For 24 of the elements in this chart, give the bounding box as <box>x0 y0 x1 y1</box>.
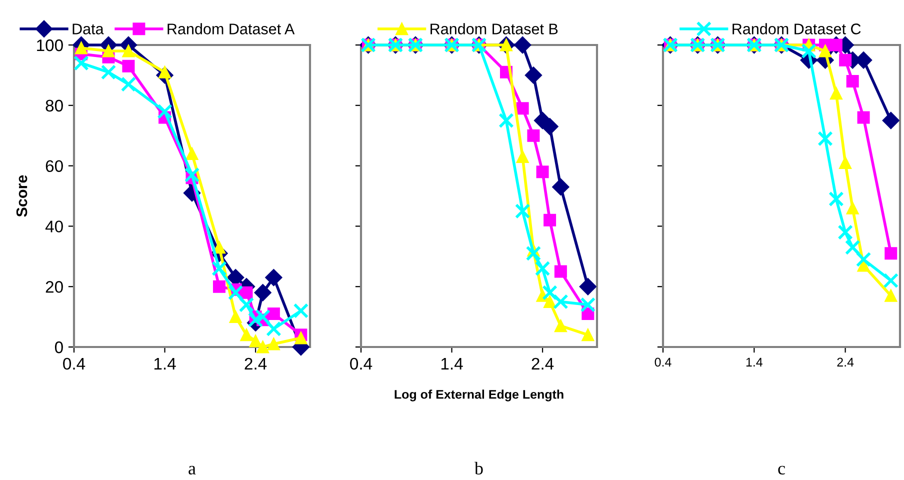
x-tick-label: 2.4 <box>837 358 854 366</box>
y-tick-label: 0 <box>54 341 63 354</box>
y-tick-label: 80 <box>46 100 63 112</box>
x-tick-label: 1.4 <box>746 358 762 366</box>
x-tick-label: 0.4 <box>350 358 372 370</box>
text: b <box>474 462 483 475</box>
x-tick-label: 0.4 <box>654 358 672 367</box>
y-tick-label: 100 <box>37 39 63 52</box>
y-axis-title: Score <box>16 175 28 217</box>
x-tick-label: 1.4 <box>154 358 176 370</box>
legend-label: Random Dataset B <box>430 23 558 34</box>
text: c <box>778 466 785 475</box>
x-tick-label: 2.4 <box>244 358 267 370</box>
legend-label: Data <box>72 24 104 34</box>
x-axis-title: Log of External Edge Length <box>394 390 564 402</box>
legend-label: Random Dataset A <box>168 23 295 34</box>
legend-label: Random Dataset C <box>732 23 861 34</box>
y-tick-label: 60 <box>46 160 63 172</box>
y-tick-label: 40 <box>45 220 63 232</box>
y-tick-label: 20 <box>46 281 63 293</box>
x-tick-label: 0.4 <box>63 358 86 370</box>
text: a <box>188 466 196 475</box>
x-tick-label: 1.4 <box>441 358 463 370</box>
x-tick-label: 2.4 <box>532 358 554 370</box>
